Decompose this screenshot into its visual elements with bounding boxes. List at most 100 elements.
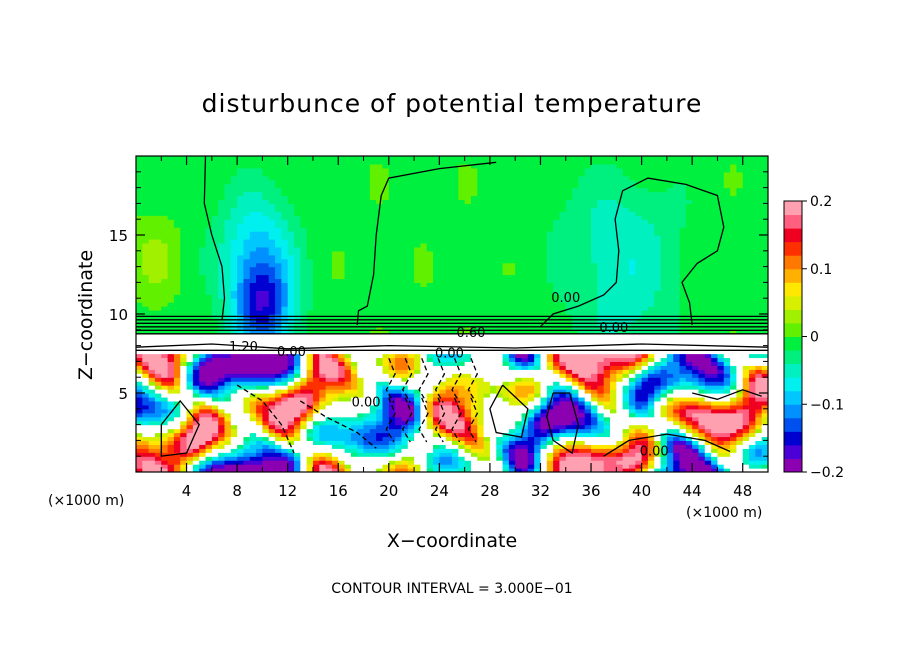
heatmap-cell — [344, 302, 352, 307]
heatmap-cell — [268, 456, 276, 461]
heatmap-cell — [268, 448, 276, 453]
heatmap-cell — [300, 357, 308, 362]
heatmap-cell — [534, 286, 542, 291]
heatmap-cell — [395, 321, 403, 327]
heatmap-cell — [698, 428, 706, 434]
heatmap-cell — [445, 310, 453, 315]
heatmap-cell — [350, 444, 358, 449]
heatmap-cell — [199, 412, 207, 418]
heatmap-cell — [717, 337, 725, 343]
heatmap-cell — [578, 373, 586, 378]
heatmap-cell — [546, 274, 554, 280]
heatmap-cell — [357, 420, 365, 426]
heatmap-cell — [685, 345, 693, 351]
heatmap-cell — [477, 452, 485, 457]
heatmap-cell — [749, 464, 756, 469]
heatmap-cell — [559, 408, 567, 414]
heatmap-cell — [572, 333, 579, 339]
heatmap-cell — [199, 278, 207, 283]
heatmap-cell — [357, 298, 365, 303]
heatmap-cell — [616, 420, 624, 426]
heatmap-cell — [388, 428, 396, 434]
heatmap-cell — [401, 416, 409, 422]
heatmap-cell — [312, 456, 320, 461]
heatmap-cell — [256, 452, 263, 457]
heatmap-cell — [199, 404, 207, 410]
heatmap-cell — [426, 373, 434, 378]
heatmap-cell — [161, 357, 169, 362]
heatmap-cell — [205, 377, 213, 382]
heatmap-cell — [591, 412, 598, 418]
heatmap-cell — [167, 432, 175, 438]
heatmap-cell — [458, 286, 466, 291]
heatmap-cell — [338, 412, 346, 418]
heatmap-cell — [173, 408, 181, 414]
heatmap-cell — [395, 365, 403, 370]
heatmap-cell — [628, 361, 636, 366]
heatmap-cell — [749, 428, 756, 434]
heatmap-cell — [192, 464, 200, 469]
heatmap-cell — [527, 404, 535, 410]
heatmap-cell — [717, 377, 725, 382]
heatmap-cell — [749, 290, 756, 295]
heatmap-cell — [578, 444, 586, 449]
heatmap-cell — [572, 377, 579, 382]
heatmap-cell — [445, 365, 453, 370]
heatmap-cell — [477, 321, 485, 327]
heatmap-cell — [205, 400, 213, 406]
heatmap-cell — [622, 460, 630, 465]
heatmap-cell — [610, 396, 617, 402]
heatmap-cell — [407, 369, 415, 374]
heatmap-cell — [736, 381, 744, 386]
heatmap-cell — [426, 408, 434, 414]
heatmap-cell — [338, 286, 346, 291]
heatmap-cell — [496, 420, 504, 426]
heatmap-cell — [154, 432, 162, 438]
heatmap-cell — [300, 333, 308, 339]
heatmap-cell — [350, 337, 358, 343]
heatmap-cell — [698, 321, 706, 327]
heatmap-cell — [584, 361, 592, 366]
heatmap-cell — [376, 345, 384, 351]
heatmap-cell — [584, 460, 592, 465]
heatmap-cell — [439, 294, 447, 299]
heatmap-cell — [262, 400, 270, 406]
heatmap-cell — [761, 365, 768, 370]
heatmap-cell — [294, 329, 301, 335]
heatmap-cell — [148, 385, 156, 390]
heatmap-cell — [136, 274, 143, 280]
heatmap-cell — [154, 286, 162, 291]
heatmap-cell — [553, 294, 561, 299]
heatmap-cell — [218, 460, 226, 465]
heatmap-cell — [211, 436, 219, 441]
heatmap-cell — [376, 404, 384, 410]
heatmap-cell — [597, 286, 605, 291]
heatmap-cell — [742, 349, 750, 355]
heatmap-cell — [698, 452, 706, 457]
heatmap-cell — [730, 393, 737, 398]
heatmap-cell — [527, 396, 535, 402]
heatmap-cell — [508, 341, 516, 347]
heatmap-cell — [477, 325, 485, 331]
heatmap-cell — [218, 333, 226, 339]
heatmap-cell — [692, 400, 700, 406]
heatmap-cell — [508, 306, 516, 311]
heatmap-cell — [224, 444, 232, 449]
heatmap-cell — [281, 329, 289, 335]
heatmap-cell — [654, 337, 662, 343]
heatmap-cell — [736, 349, 744, 355]
heatmap-cell — [534, 333, 542, 339]
heatmap-cell — [717, 290, 725, 295]
heatmap-cell — [186, 452, 194, 457]
heatmap-cell — [433, 321, 440, 327]
heatmap-cell — [224, 361, 232, 366]
heatmap-cell — [628, 381, 636, 386]
heatmap-cell — [717, 432, 725, 438]
heatmap-cell — [685, 448, 693, 453]
heatmap-cell — [407, 357, 415, 362]
heatmap-cell — [464, 385, 472, 390]
heatmap-cell — [350, 369, 358, 374]
heatmap-cell — [426, 306, 434, 311]
heatmap-cell — [578, 310, 586, 315]
heatmap-cell — [610, 325, 617, 331]
